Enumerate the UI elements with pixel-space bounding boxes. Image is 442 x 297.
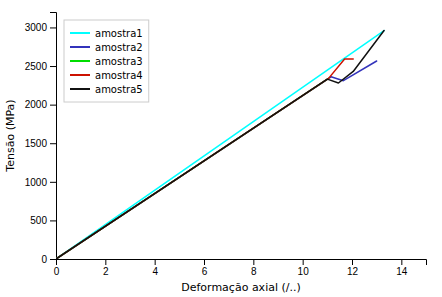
legend-label: amostra3 — [95, 56, 143, 67]
tick-mark — [50, 66, 56, 67]
tick-label: 6 — [202, 266, 208, 277]
tick-mark — [155, 259, 156, 265]
x-axis-title: Deformação axial (/..) — [181, 281, 301, 294]
tick-mark — [50, 182, 56, 183]
tick-mark — [50, 259, 56, 260]
tick: 3000 — [25, 22, 56, 33]
tick-label: 14 — [396, 266, 408, 277]
tick: 2500 — [25, 61, 56, 72]
tick: 2000 — [25, 99, 56, 110]
tick: 10 — [298, 259, 310, 277]
tick-mark — [253, 259, 254, 265]
y-axis: 0 500 1000 1500 2000 2500 3000 — [25, 13, 57, 265]
series-line — [56, 61, 377, 259]
tick: 500 — [30, 215, 56, 226]
y-axis-title: Tensão (MPa) — [4, 99, 17, 172]
tick: 1500 — [25, 138, 56, 149]
tick-label: 1500 — [25, 138, 48, 149]
series-line — [56, 31, 384, 259]
x-axis: 0 2 4 6 8 10 12 14 — [54, 259, 427, 277]
tick: 0 — [54, 259, 60, 277]
legend-item: amostra2 — [70, 42, 143, 53]
tick: 12 — [347, 259, 359, 277]
legend-label: amostra2 — [95, 42, 143, 53]
tick-label: 10 — [298, 266, 310, 277]
tick-mark — [352, 259, 353, 265]
tick-label: 2500 — [25, 61, 48, 72]
tick: 0 — [41, 254, 56, 265]
legend-label: amostra1 — [95, 28, 143, 39]
tick-mark — [50, 143, 56, 144]
tick-label: 0 — [54, 266, 60, 277]
tick-mark — [204, 259, 205, 265]
tick: 8 — [251, 259, 257, 277]
tick: 2 — [103, 259, 109, 277]
legend-swatch — [70, 74, 90, 76]
legend-swatch — [70, 60, 90, 62]
tick-label: 4 — [152, 266, 158, 277]
tick: 1000 — [25, 177, 56, 188]
legend-box — [64, 20, 149, 102]
tick: 14 — [396, 259, 408, 277]
legend-label: amostra4 — [95, 70, 143, 81]
x-axis-line — [57, 260, 427, 266]
legend-swatch — [70, 32, 90, 34]
tick-label: 12 — [347, 266, 359, 277]
tick-mark — [50, 220, 56, 221]
legend-item: amostra1 — [70, 28, 143, 39]
tick-label: 8 — [251, 266, 257, 277]
tick-mark — [50, 27, 56, 28]
tick-label: 1000 — [25, 177, 48, 188]
legend-item: amostra5 — [70, 84, 143, 95]
tick-label: 0 — [41, 254, 47, 265]
tick: 4 — [152, 259, 158, 277]
legend-swatch — [70, 46, 90, 48]
plot-area: 0 2 4 6 8 10 12 14 0 500 1000 1500 2000 2500 3000 amost… — [25, 13, 427, 278]
tick-label: 500 — [30, 215, 47, 226]
tick-mark — [401, 259, 402, 265]
legend-swatch — [70, 88, 90, 90]
tick: 6 — [202, 259, 208, 277]
tick-label: 2000 — [25, 99, 48, 110]
legend: amostra1 amostra2 amostra3 amostra4 amostra5 — [64, 20, 149, 102]
tick-label: 2 — [103, 266, 109, 277]
tick-mark — [105, 259, 106, 265]
legend-item: amostra3 — [70, 56, 143, 67]
series-line — [56, 31, 384, 259]
tick-mark — [50, 105, 56, 106]
y-axis-line — [50, 13, 57, 260]
tick-mark — [303, 259, 304, 265]
series-lines — [56, 31, 384, 259]
legend-label: amostra5 — [95, 84, 143, 95]
tick-label: 3000 — [25, 22, 48, 33]
chart: 0 2 4 6 8 10 12 14 0 500 1000 1500 2000 2500 3000 amost… — [0, 0, 442, 297]
legend-item: amostra4 — [70, 70, 143, 81]
